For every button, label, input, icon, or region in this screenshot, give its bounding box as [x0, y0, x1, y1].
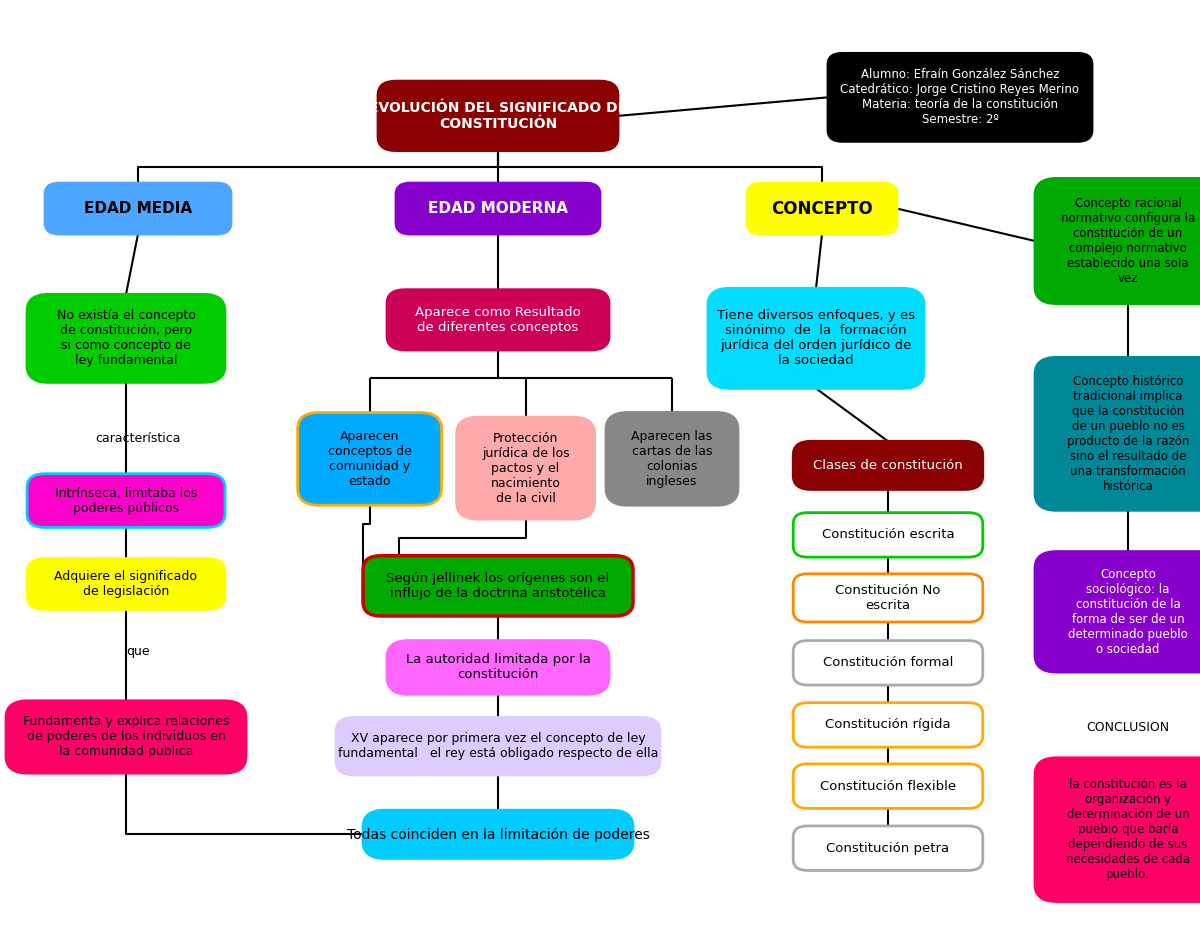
Text: Constitución rígida: Constitución rígida — [826, 718, 950, 731]
Text: Constitución No
escrita: Constitución No escrita — [835, 584, 941, 612]
FancyBboxPatch shape — [396, 183, 600, 235]
Text: Aparecen las
cartas de las
colonias
ingleses: Aparecen las cartas de las colonias ingl… — [631, 430, 713, 488]
Text: Constitución formal: Constitución formal — [823, 656, 953, 669]
Text: EDAD MEDIA: EDAD MEDIA — [84, 201, 192, 216]
Text: Intrínseca, limitaba los
poderes públicos: Intrínseca, limitaba los poderes público… — [55, 487, 197, 514]
Text: Todas coinciden en la limitación de poderes: Todas coinciden en la limitación de pode… — [347, 827, 649, 842]
FancyBboxPatch shape — [26, 295, 226, 382]
FancyBboxPatch shape — [1034, 357, 1200, 510]
FancyBboxPatch shape — [6, 701, 246, 773]
Text: Fundamenta y explica relaciones
de poderes de los individuos en
la comunidad pub: Fundamenta y explica relaciones de poder… — [23, 716, 229, 758]
FancyBboxPatch shape — [26, 558, 226, 610]
FancyBboxPatch shape — [793, 513, 983, 557]
FancyBboxPatch shape — [793, 826, 983, 870]
Text: Concepto racional
normativo configura la
constitución de un
complejo normativo
e: Concepto racional normativo configura la… — [1061, 197, 1195, 285]
Text: EDAD MODERNA: EDAD MODERNA — [428, 201, 568, 216]
Text: Concepto
sociológico: la
constitución de la
forma de ser de un
determinado puebl: Concepto sociológico: la constitución de… — [1068, 568, 1188, 655]
FancyBboxPatch shape — [26, 474, 226, 527]
Text: Según Jellinek los orígenes son el
influjo de la doctrina aristotélica: Según Jellinek los orígenes son el influ… — [386, 572, 610, 600]
FancyBboxPatch shape — [708, 288, 924, 388]
Text: No existía el concepto
de constitución, pero
si como concepto de
ley fundamental: No existía el concepto de constitución, … — [56, 310, 196, 367]
Text: Clases de constitución: Clases de constitución — [814, 459, 962, 472]
FancyBboxPatch shape — [828, 54, 1092, 141]
FancyBboxPatch shape — [298, 413, 442, 505]
FancyBboxPatch shape — [386, 641, 610, 694]
Text: Adquiere el significado
de legislación: Adquiere el significado de legislación — [54, 570, 198, 598]
FancyBboxPatch shape — [1034, 179, 1200, 304]
FancyBboxPatch shape — [793, 574, 983, 622]
FancyBboxPatch shape — [606, 413, 738, 505]
Text: que: que — [126, 645, 150, 658]
FancyBboxPatch shape — [748, 183, 898, 235]
FancyBboxPatch shape — [46, 183, 230, 235]
FancyBboxPatch shape — [457, 417, 595, 519]
Text: Aparecen
conceptos de
comunidad y
estado: Aparecen conceptos de comunidad y estado — [328, 430, 412, 488]
FancyBboxPatch shape — [793, 641, 983, 685]
FancyBboxPatch shape — [378, 82, 618, 150]
Text: Constitución petra: Constitución petra — [827, 842, 949, 855]
FancyBboxPatch shape — [1034, 552, 1200, 672]
FancyBboxPatch shape — [793, 441, 983, 489]
Text: Constitución flexible: Constitución flexible — [820, 780, 956, 793]
Text: Aparece como Resultado
de diferentes conceptos: Aparece como Resultado de diferentes con… — [415, 306, 581, 334]
FancyBboxPatch shape — [386, 290, 610, 350]
Text: la constitución es la
organización y
determinación de un
pueblo que baría
depend: la constitución es la organización y det… — [1066, 778, 1190, 882]
Text: Protección
jurídica de los
pactos y el
nacimiento
de la civil: Protección jurídica de los pactos y el n… — [481, 432, 570, 504]
FancyBboxPatch shape — [793, 703, 983, 747]
Text: característica: característica — [95, 432, 181, 445]
Text: Tiene diversos enfoques, y es
sinónimo  de  la  formación
jurídica del orden jur: Tiene diversos enfoques, y es sinónimo d… — [716, 310, 916, 367]
Text: Constitución escrita: Constitución escrita — [822, 528, 954, 541]
Text: CONCLUSION: CONCLUSION — [1086, 721, 1170, 734]
FancyBboxPatch shape — [364, 556, 634, 616]
Text: La autoridad limitada por la
constitución: La autoridad limitada por la constitució… — [406, 654, 590, 681]
Text: XV aparece por primera vez el concepto de ley
fundamental   el rey está obligado: XV aparece por primera vez el concepto d… — [338, 732, 658, 760]
Text: Alumno: Efraín González Sánchez
Catedrático: Jorge Cristino Reyes Merino
Materia: Alumno: Efraín González Sánchez Catedrát… — [840, 69, 1080, 126]
FancyBboxPatch shape — [364, 810, 634, 858]
FancyBboxPatch shape — [1034, 758, 1200, 901]
Text: EVOLUCIÓN DEL SIGNIFICADO DE
CONSTITUCIÓN: EVOLUCIÓN DEL SIGNIFICADO DE CONSTITUCIÓ… — [368, 101, 628, 131]
FancyBboxPatch shape — [793, 764, 983, 808]
FancyBboxPatch shape — [336, 717, 660, 775]
Text: Concepto histórico
tradicional implica
que la constitución
de un pueblo no es
pr: Concepto histórico tradicional implica q… — [1067, 375, 1189, 493]
Text: CONCEPTO: CONCEPTO — [772, 199, 872, 218]
